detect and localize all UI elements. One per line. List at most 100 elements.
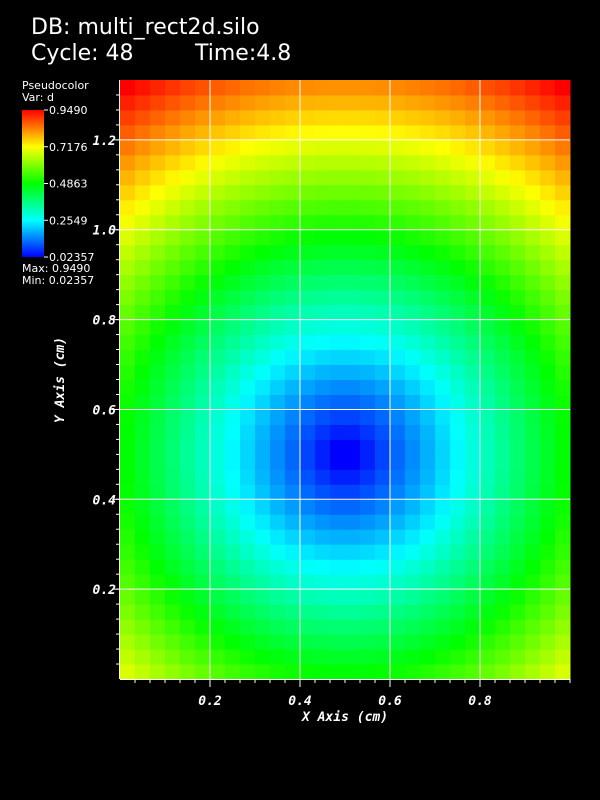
- heatmap-cell: [450, 604, 466, 620]
- heatmap-cell: [405, 619, 421, 635]
- heatmap-cell: [270, 469, 286, 485]
- heatmap-cell: [345, 94, 361, 111]
- heatmap-cell: [120, 169, 136, 186]
- heatmap-cell: [195, 424, 211, 440]
- heatmap-cell: [270, 80, 286, 96]
- heatmap-cell: [420, 94, 436, 111]
- heatmap-cell: [315, 259, 331, 276]
- heatmap-cell: [120, 154, 136, 171]
- heatmap-cell: [435, 184, 451, 201]
- heatmap-cell: [480, 469, 496, 485]
- heatmap-cell: [465, 184, 481, 201]
- heatmap-cell: [345, 109, 361, 126]
- heatmap-cell: [465, 124, 481, 141]
- colorbar-tick-label: 0.7176: [49, 141, 88, 154]
- heatmap-cell: [480, 649, 496, 665]
- heatmap-cell: [315, 169, 331, 186]
- heatmap-cell: [540, 259, 556, 276]
- heatmap-cell: [525, 559, 541, 575]
- heatmap-cell: [120, 214, 136, 231]
- heatmap-cell: [165, 274, 181, 291]
- heatmap-cell: [375, 169, 391, 186]
- heatmap-cell: [540, 304, 556, 321]
- heatmap-cell: [120, 199, 136, 216]
- heatmap-cell: [435, 454, 451, 470]
- heatmap-cell: [405, 304, 421, 321]
- heatmap-cell: [360, 604, 376, 620]
- heatmap-cell: [330, 94, 346, 111]
- heatmap-cell: [330, 544, 346, 560]
- heatmap-cell: [375, 184, 391, 201]
- heatmap-cell: [360, 80, 376, 96]
- y-tick-label: 0.8: [93, 314, 117, 329]
- heatmap-cell: [420, 349, 436, 366]
- heatmap-cell: [390, 424, 406, 440]
- heatmap-cell: [375, 124, 391, 141]
- heatmap-cell: [525, 649, 541, 665]
- heatmap-cell: [390, 334, 406, 351]
- heatmap-cell: [375, 154, 391, 171]
- heatmap-cell: [390, 394, 406, 410]
- heatmap-cell: [255, 424, 271, 440]
- heatmap-cell: [300, 289, 316, 306]
- heatmap-cell: [345, 199, 361, 216]
- heatmap-cell: [255, 604, 271, 620]
- heatmap-cell: [495, 589, 511, 605]
- axis-ticks: 0.2 0.4 0.6 0.8 0.2 0.4 0.6 0.8 1.0 1.2: [93, 80, 571, 709]
- heatmap-cell: [465, 529, 481, 545]
- heatmap-cell: [240, 424, 256, 440]
- heatmap-cell: [225, 109, 241, 126]
- heatmap-cell: [540, 469, 556, 485]
- heatmap-cell: [135, 379, 151, 395]
- heatmap-cell: [315, 589, 331, 605]
- heatmap-cell: [300, 229, 316, 246]
- heatmap-cell: [480, 109, 496, 126]
- heatmap-cell: [540, 589, 556, 605]
- heatmap-cell: [135, 364, 151, 380]
- heatmap-cell: [435, 619, 451, 635]
- heatmap-cell: [555, 199, 571, 216]
- heatmap-cell: [150, 499, 166, 515]
- heatmap-cell: [150, 484, 166, 500]
- heatmap-cells: [120, 80, 571, 680]
- heatmap-cell: [300, 409, 316, 425]
- heatmap-cell: [135, 229, 151, 246]
- heatmap-cell: [450, 619, 466, 635]
- heatmap-cell: [555, 244, 571, 261]
- colorbar-tick-label: 0.4863: [49, 178, 88, 191]
- heatmap-cell: [435, 364, 451, 380]
- heatmap-cell: [315, 319, 331, 336]
- legend-variable: Var: d: [22, 91, 54, 104]
- heatmap-cell: [525, 169, 541, 186]
- heatmap-cell: [240, 364, 256, 380]
- heatmap-cell: [555, 80, 571, 96]
- heatmap-cell: [120, 334, 136, 351]
- heatmap-cell: [135, 109, 151, 126]
- heatmap-cell: [285, 154, 301, 171]
- heatmap-cell: [375, 469, 391, 485]
- heatmap-cell: [150, 364, 166, 380]
- heatmap-cell: [120, 514, 136, 530]
- heatmap-cell: [180, 649, 196, 665]
- heatmap-cell: [555, 409, 571, 425]
- grid-lines: [112, 80, 570, 687]
- heatmap-cell: [465, 199, 481, 216]
- heatmap-cell: [165, 634, 181, 650]
- heatmap-cell: [345, 319, 361, 336]
- heatmap-cell: [450, 169, 466, 186]
- heatmap-cell: [195, 604, 211, 620]
- heatmap-cell: [180, 394, 196, 410]
- heatmap-cell: [465, 154, 481, 171]
- heatmap-cell: [555, 514, 571, 530]
- heatmap-cell: [555, 154, 571, 171]
- heatmap-cell: [495, 169, 511, 186]
- heatmap-cell: [300, 334, 316, 351]
- heatmap-cell: [225, 80, 241, 96]
- heatmap-cell: [240, 409, 256, 425]
- heatmap-cell: [120, 454, 136, 470]
- heatmap-cell: [270, 139, 286, 156]
- heatmap-cell: [390, 514, 406, 530]
- heatmap-cell: [330, 214, 346, 231]
- heatmap-cell: [525, 484, 541, 500]
- heatmap-cell: [510, 619, 526, 635]
